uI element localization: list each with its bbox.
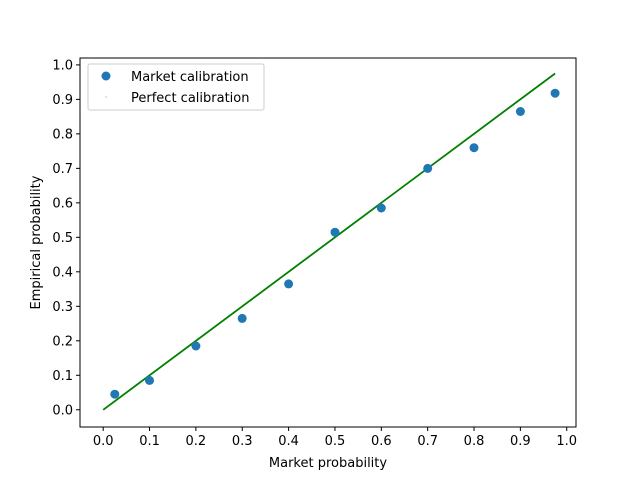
legend-marker-market-calibration (101, 71, 111, 81)
x-tick-label: 1.0 (556, 434, 577, 449)
x-tick-label: 0.8 (464, 434, 485, 449)
y-tick-label: 0.8 (52, 127, 73, 142)
market-calibration-point-10 (550, 88, 560, 98)
y-tick-label: 0.7 (52, 162, 73, 177)
legend-marker-perfect-calibration (105, 96, 107, 98)
perfect-calibration-line (102, 72, 556, 411)
market-calibration-point-3 (237, 313, 247, 323)
x-axis-ticks: 0.0 0.1 0.2 0.3 0.4 0.5 0.6 0.7 0.8 0.9 1.0 (93, 427, 577, 449)
market-calibration-point-2 (191, 341, 201, 351)
market-calibration-point-8 (469, 143, 479, 153)
y-tick-label: 0.6 (52, 196, 73, 211)
y-axis-label: Empirical probability (29, 175, 44, 309)
x-tick-label: 0.7 (417, 434, 438, 449)
market-calibration-point-6 (376, 203, 386, 213)
legend-box (87, 63, 265, 111)
y-axis-ticks: 0.0 0.1 0.2 0.3 0.4 0.5 0.6 0.7 0.8 0.9 1.0 (52, 58, 80, 418)
y-tick-label: 0.0 (52, 403, 73, 418)
market-calibration-point-1 (145, 375, 154, 385)
y-tick-label: 0.1 (52, 369, 73, 384)
x-tick-label: 0.4 (278, 434, 299, 449)
x-tick-label: 0.6 (371, 434, 392, 449)
x-tick-label: 0.5 (325, 434, 346, 449)
market-calibration-point-9 (515, 107, 525, 116)
x-tick-label: 0.0 (93, 434, 114, 449)
axes-frame (79, 57, 577, 428)
y-tick-label: 0.3 (52, 300, 73, 315)
legend-label-perfect-calibration: Perfect calibration (131, 91, 249, 106)
y-tick-label: 1.0 (52, 58, 73, 73)
market-calibration-point-5 (330, 227, 340, 237)
x-tick-label: 0.9 (510, 434, 531, 449)
market-calibration-point-7 (423, 163, 433, 173)
legend-label-market-calibration: Market calibration (131, 70, 249, 85)
x-tick-label: 0.3 (232, 434, 253, 449)
y-tick-label: 0.4 (52, 265, 73, 280)
legend: Market calibration Perfect calibration (87, 63, 265, 111)
market-calibration-point-4 (284, 279, 294, 289)
x-tick-label: 0.2 (186, 434, 207, 449)
x-axis-label: Market probability (269, 456, 387, 471)
x-tick-label: 0.1 (139, 434, 160, 449)
y-tick-label: 0.5 (52, 231, 73, 246)
market-calibration-point-0 (110, 389, 120, 399)
y-tick-label: 0.9 (52, 93, 73, 108)
plot-area (102, 72, 560, 411)
y-tick-label: 0.2 (52, 334, 73, 349)
